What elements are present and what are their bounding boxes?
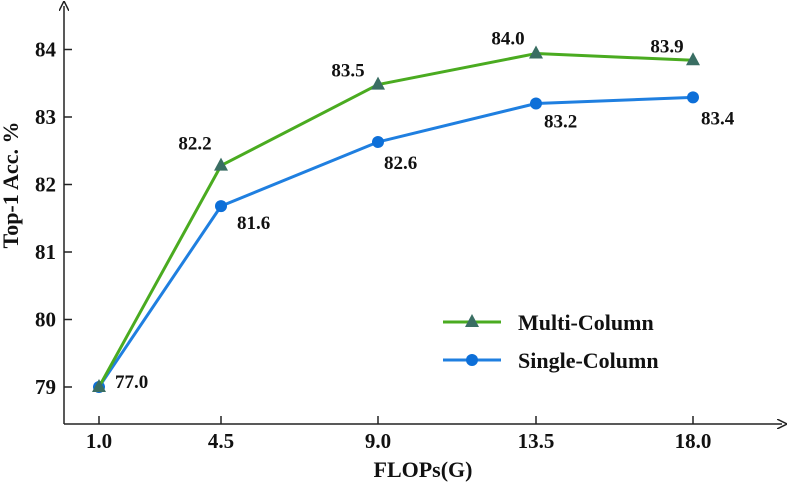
y-tick-label: 83	[35, 105, 56, 129]
y-tick-label: 79	[35, 375, 56, 399]
y-tick-label: 82	[35, 173, 56, 197]
x-tick-label: 13.5	[518, 429, 555, 453]
data-point	[686, 52, 700, 66]
legend: Multi-Column Single-Column	[443, 310, 659, 373]
data-point	[529, 45, 543, 59]
data-label: 77.0	[115, 372, 148, 393]
series-layer: 77.0 81.6 82.6 83.2 83.4 82.2 83.5 84.0 83.9	[92, 29, 735, 393]
data-label: 83.9	[650, 36, 683, 57]
series-single-column: 77.0 81.6 82.6 83.2 83.4	[93, 91, 735, 393]
x-ticks: 1.0 4.5 9.0 13.5 18.0	[86, 416, 712, 453]
y-ticks: 79 80 81 82 83 84	[35, 38, 72, 399]
y-tick-label: 80	[35, 308, 56, 332]
series-multi-column: 82.2 83.5 84.0 83.9	[92, 29, 700, 392]
data-point	[214, 157, 228, 171]
legend-label: Single-Column	[518, 348, 659, 373]
data-label: 81.6	[237, 213, 270, 234]
data-label: 82.2	[178, 134, 211, 155]
data-point	[530, 97, 542, 110]
y-tick-label: 84	[35, 38, 57, 62]
x-tick-label: 18.0	[675, 429, 712, 453]
axes	[64, 6, 782, 424]
data-point	[371, 76, 385, 90]
data-label: 83.2	[544, 112, 577, 133]
legend-item: Single-Column	[443, 348, 659, 373]
legend-marker	[466, 354, 478, 366]
x-tick-label: 4.5	[208, 429, 234, 453]
data-label: 82.6	[384, 153, 417, 174]
data-point	[92, 379, 106, 392]
data-label: 84.0	[491, 29, 524, 50]
legend-marker	[465, 314, 479, 327]
data-point	[372, 135, 384, 148]
x-tick-label: 9.0	[365, 429, 391, 453]
data-label: 83.5	[331, 61, 364, 82]
x-axis-title: FLOPs(G)	[374, 457, 473, 482]
data-point	[687, 91, 699, 104]
data-label: 83.4	[701, 108, 735, 129]
data-point	[215, 200, 227, 213]
y-tick-label: 81	[35, 240, 56, 264]
x-tick-label: 1.0	[86, 429, 112, 453]
legend-item: Multi-Column	[443, 310, 654, 335]
y-axis-title: Top-1 Acc. %	[0, 122, 23, 249]
legend-label: Multi-Column	[518, 310, 654, 335]
series-line	[97, 52, 694, 388]
